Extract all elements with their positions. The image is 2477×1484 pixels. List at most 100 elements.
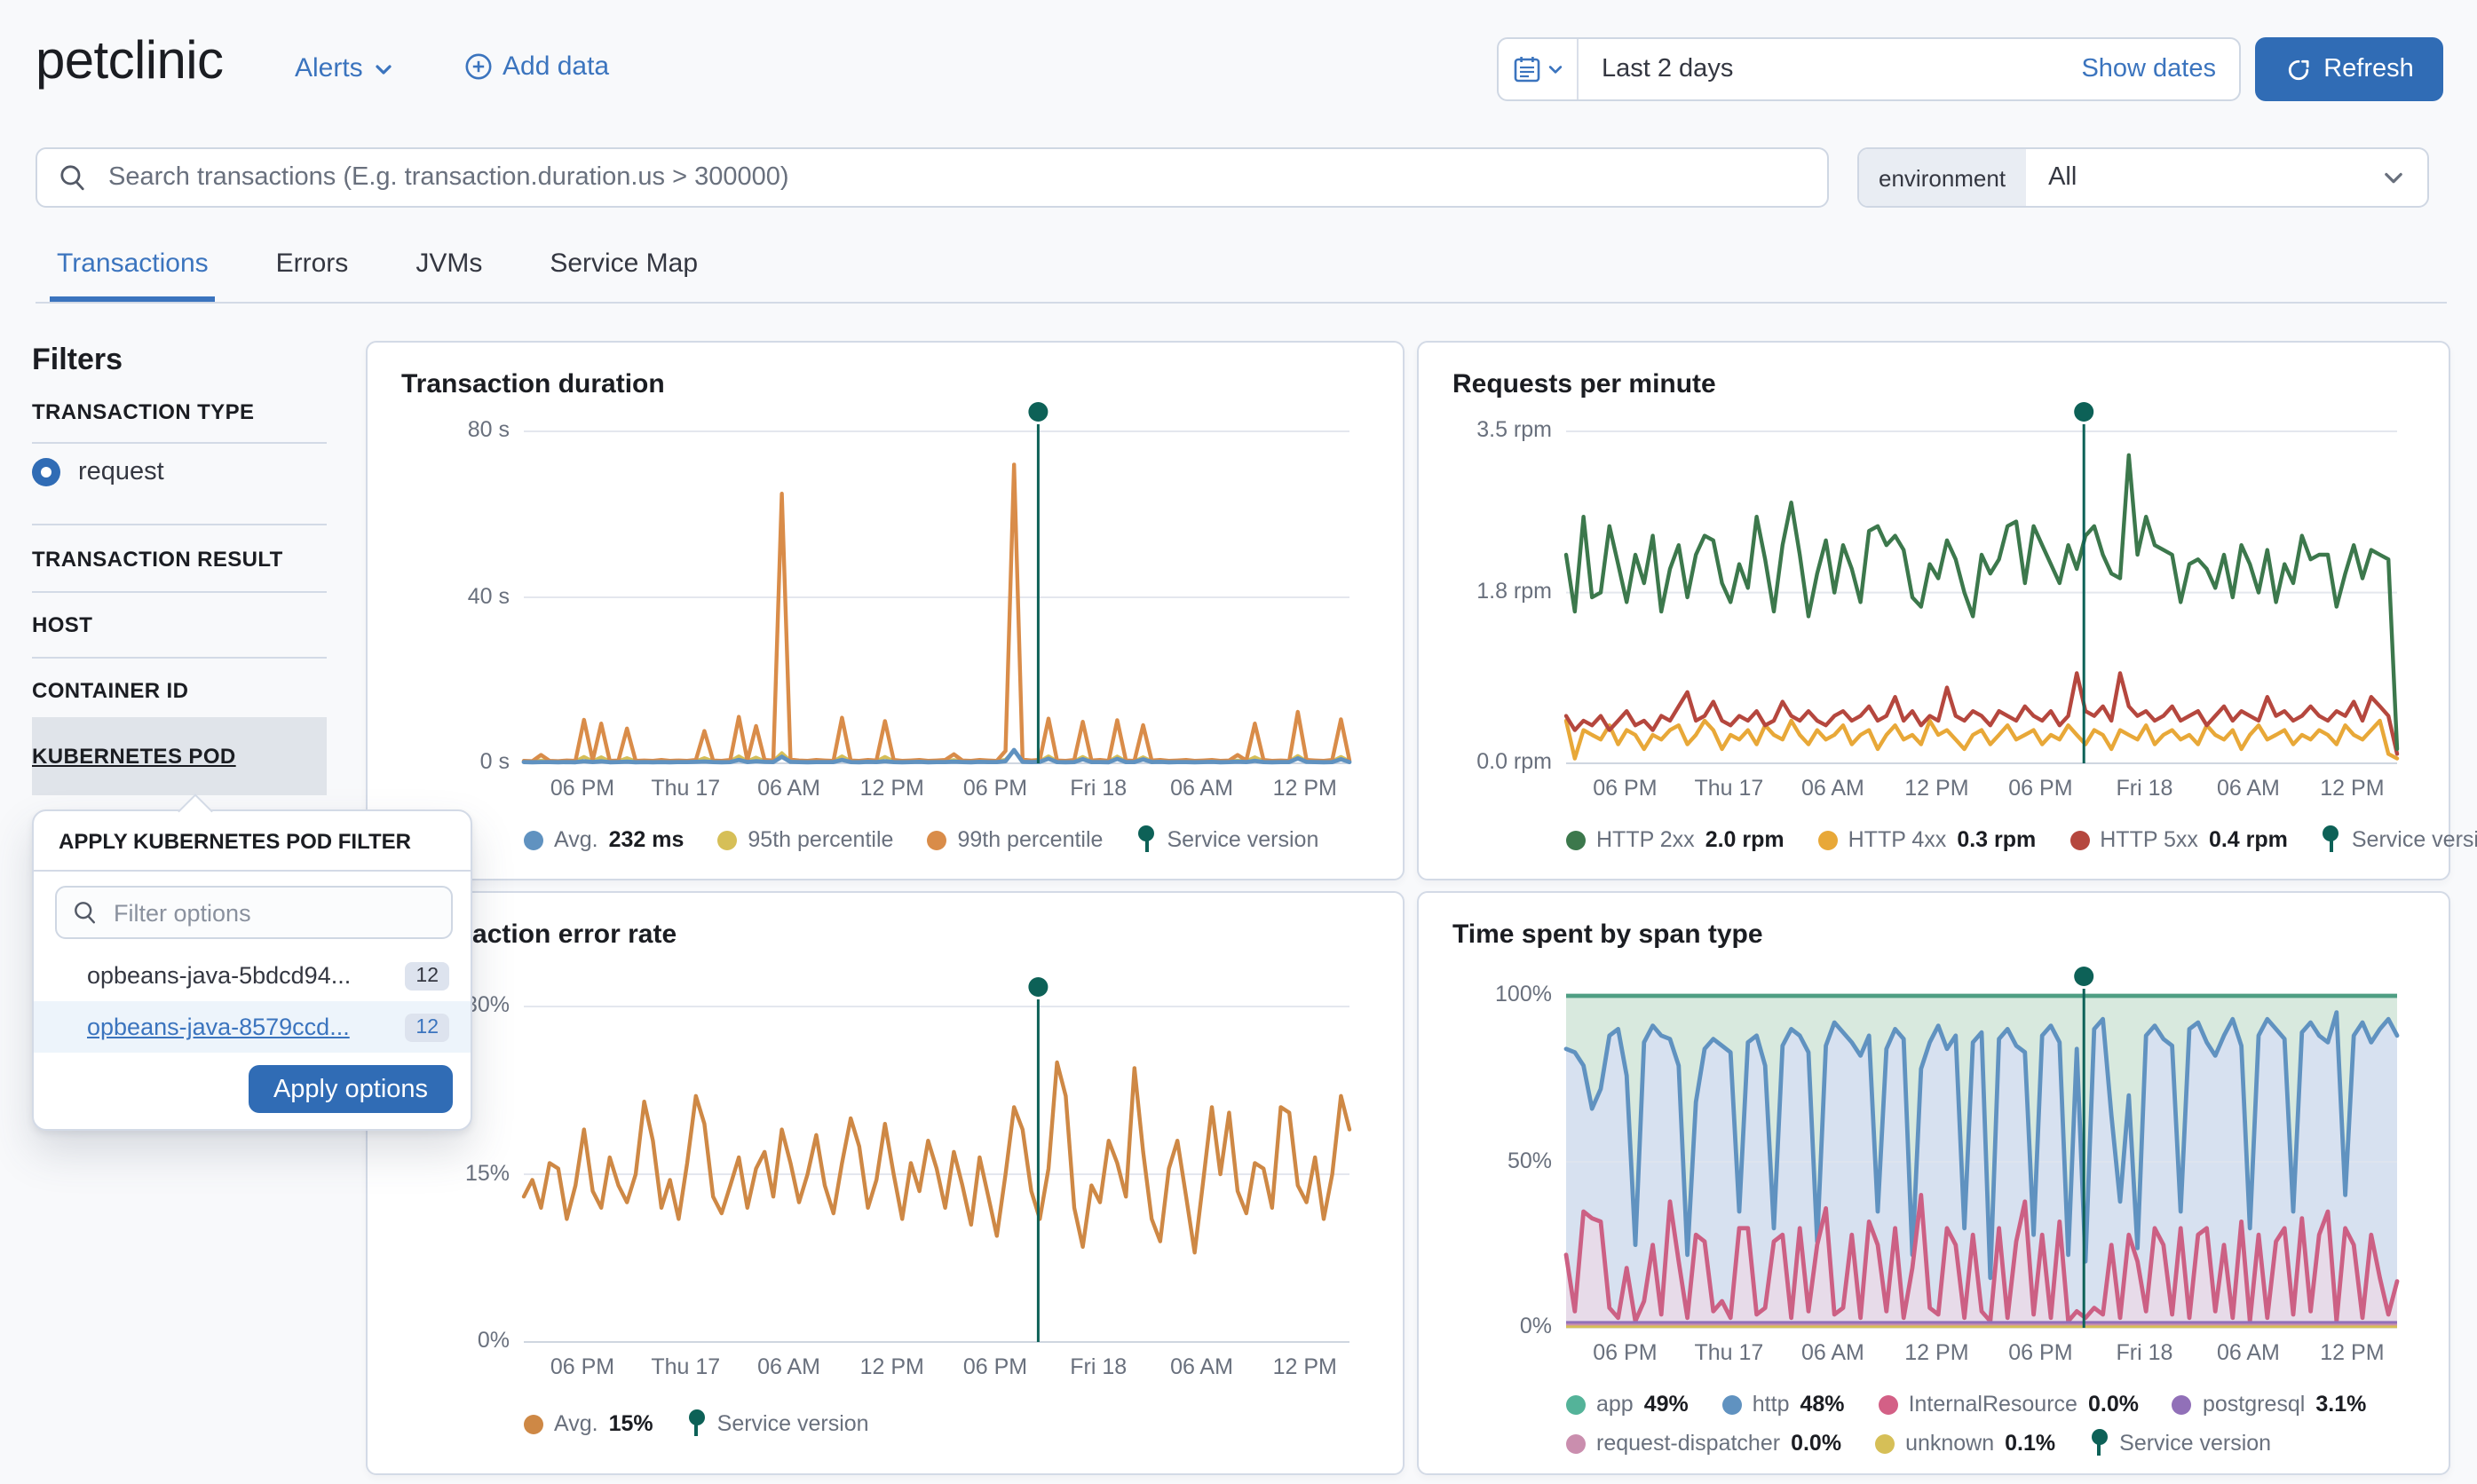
legend-dot-icon — [1721, 1394, 1742, 1414]
x-axis-tick-label: 06 AM — [2217, 776, 2280, 801]
legend-item-http[interactable]: http 48% — [1721, 1392, 1845, 1417]
legend-dot-icon — [1878, 1394, 1898, 1414]
x-axis-tick-label: 06 AM — [1170, 776, 1233, 801]
x-axis-tick-label: 06 PM — [2008, 1340, 2073, 1365]
legend-item-service-version[interactable]: Service version — [1136, 825, 1318, 854]
legend-label: InternalResource — [1908, 1392, 2077, 1417]
legend-label: postgresql — [2202, 1392, 2306, 1417]
kubernetes-pod-filter-popup: APPLY KUBERNETES POD FILTER opbeans-java… — [32, 793, 472, 1131]
legend-item-service-version[interactable]: Service version — [2322, 825, 2477, 854]
x-axis-tick-label: 06 AM — [2217, 1340, 2280, 1365]
alerts-menu-button[interactable]: Alerts — [295, 53, 395, 83]
legend-value: 0.0% — [1791, 1431, 1842, 1456]
legend-label: Service version — [1167, 827, 1319, 852]
filter-section-transaction-result[interactable]: TRANSACTION RESULT — [32, 547, 283, 572]
x-axis-tick-label: 06 PM — [2008, 776, 2073, 801]
legend-label: HTTP 5xx — [2100, 827, 2198, 852]
search-icon — [60, 165, 84, 191]
legend-label: 99th percentile — [957, 827, 1104, 852]
chart-title: Time spent by span type — [1452, 920, 1763, 950]
legend-label: Service version — [2119, 1431, 2272, 1456]
legend-item-service-version[interactable]: Service version — [2089, 1429, 2271, 1457]
legend-item-app[interactable]: app 49% — [1566, 1392, 1689, 1417]
plus-circle-icon — [465, 53, 492, 80]
legend-dot-icon — [1566, 830, 1586, 849]
filter-section-host[interactable]: HOST — [32, 612, 93, 637]
legend-item-avg-[interactable]: Avg. 232 ms — [524, 827, 684, 852]
x-axis-tick-label: Fri 18 — [1070, 776, 1128, 801]
legend-item-http-2xx[interactable]: HTTP 2xx 2.0 rpm — [1566, 827, 1785, 852]
requests-per-minute-chart[interactable] — [1563, 402, 2400, 764]
x-axis-tick-label: 12 PM — [1904, 1340, 1969, 1365]
search-input[interactable] — [105, 162, 1827, 193]
date-range-value[interactable]: Last 2 days — [1602, 55, 1734, 83]
legend-label: app — [1596, 1392, 1634, 1417]
legend-item-service-version[interactable]: Service version — [687, 1409, 869, 1438]
legend-label: request-dispatcher — [1596, 1431, 1781, 1456]
service-version-annotation[interactable] — [2074, 402, 2094, 763]
legend-item-95th-percentile[interactable]: 95th percentile — [717, 827, 893, 852]
chevron-down-icon — [376, 64, 392, 74]
service-version-annotation[interactable] — [1028, 402, 1049, 763]
legend-item-postgresql[interactable]: postgresql 3.1% — [2172, 1392, 2366, 1417]
legend-item-request-dispatcher[interactable]: request-dispatcher 0.0% — [1566, 1431, 1841, 1456]
environment-select[interactable]: environment All — [1857, 147, 2429, 208]
tab-jvms[interactable]: JVMs — [415, 249, 483, 279]
tab-service-map[interactable]: Service Map — [550, 249, 699, 279]
environment-label: environment — [1859, 149, 2026, 206]
divider — [32, 442, 327, 444]
x-axis-tick-label: 12 PM — [1272, 776, 1337, 801]
pod-filter-option[interactable]: opbeans-java-8579ccd... 12 — [34, 1001, 471, 1053]
service-version-annotation[interactable] — [2074, 967, 2094, 1328]
show-dates-button[interactable]: Show dates — [2081, 55, 2216, 83]
x-axis-tick-label: 12 PM — [2320, 776, 2385, 801]
legend-value: 0.0% — [2087, 1392, 2139, 1417]
filter-section-kubernetes-pod[interactable]: KUBERNETES POD — [32, 717, 327, 795]
legend-item-unknown[interactable]: unknown 0.1% — [1875, 1431, 2055, 1456]
chart-legend: app 49% http 48% InternalResource 0.0% postgre… — [1566, 1392, 2366, 1417]
x-axis-tick-label: 06 PM — [1593, 776, 1658, 801]
tab-errors[interactable]: Errors — [275, 249, 349, 279]
pod-option-count-badge: 12 — [405, 1013, 449, 1041]
page-title: petclinic — [36, 32, 224, 91]
y-axis-tick-label: 50% — [1507, 1148, 1552, 1172]
apply-options-button[interactable]: Apply options — [249, 1065, 453, 1113]
transaction-type-option-request[interactable]: request — [32, 458, 164, 486]
legend-item-http-4xx[interactable]: HTTP 4xx 0.3 rpm — [1817, 827, 2036, 852]
pod-option-list: opbeans-java-5bdcd94... 12 opbeans-java-85… — [34, 950, 471, 1053]
y-axis-tick-label: 0.0 rpm — [1476, 749, 1552, 774]
service-version-annotation[interactable] — [1028, 977, 1049, 1342]
environment-value: All — [2048, 163, 2077, 192]
x-axis-tick-label: 12 PM — [1904, 776, 1969, 801]
legend-item-99th-percentile[interactable]: 99th percentile — [927, 827, 1103, 852]
x-axis-tick-label: 06 AM — [757, 1354, 820, 1379]
tab-bar: Transactions Errors JVMs Service Map — [36, 249, 2447, 304]
refresh-button[interactable]: Refresh — [2255, 37, 2443, 101]
pod-option-label: opbeans-java-8579ccd... — [87, 1014, 350, 1040]
y-axis-tick-label: 0% — [477, 1328, 510, 1353]
tab-transactions[interactable]: Transactions — [50, 249, 216, 302]
legend-dot-icon — [717, 830, 738, 849]
refresh-icon — [2288, 59, 2308, 80]
legend-item-avg-[interactable]: Avg. 15% — [524, 1411, 653, 1436]
legend-dot-icon — [524, 830, 543, 849]
y-axis-tick-label: 3.5 rpm — [1476, 417, 1552, 442]
x-axis-tick-label: 12 PM — [1272, 1354, 1337, 1379]
legend-value: 0.4 rpm — [2208, 827, 2288, 852]
popup-title: APPLY KUBERNETES POD FILTER — [34, 811, 471, 872]
add-data-button[interactable]: Add data — [465, 51, 609, 82]
legend-label: Service version — [716, 1411, 869, 1436]
filter-section-container-id[interactable]: CONTAINER ID — [32, 678, 189, 703]
x-axis-tick-label: Fri 18 — [2116, 776, 2173, 801]
time-spent-by-span-type-chart[interactable] — [1563, 967, 2400, 1329]
calendar-dropdown-button[interactable] — [1499, 39, 1579, 99]
legend-item-http-5xx[interactable]: HTTP 5xx 0.4 rpm — [2069, 827, 2288, 852]
transaction-error-rate-chart[interactable] — [521, 977, 1352, 1343]
legend-label: Service version — [2351, 827, 2477, 852]
x-axis-tick-label: 06 AM — [757, 776, 820, 801]
pod-filter-option[interactable]: opbeans-java-5bdcd94... 12 — [34, 950, 471, 1001]
transaction-duration-chart[interactable] — [521, 402, 1352, 765]
alerts-label: Alerts — [295, 53, 363, 83]
pod-filter-input[interactable] — [110, 897, 451, 928]
legend-item-internalresource[interactable]: InternalResource 0.0% — [1878, 1392, 2139, 1417]
